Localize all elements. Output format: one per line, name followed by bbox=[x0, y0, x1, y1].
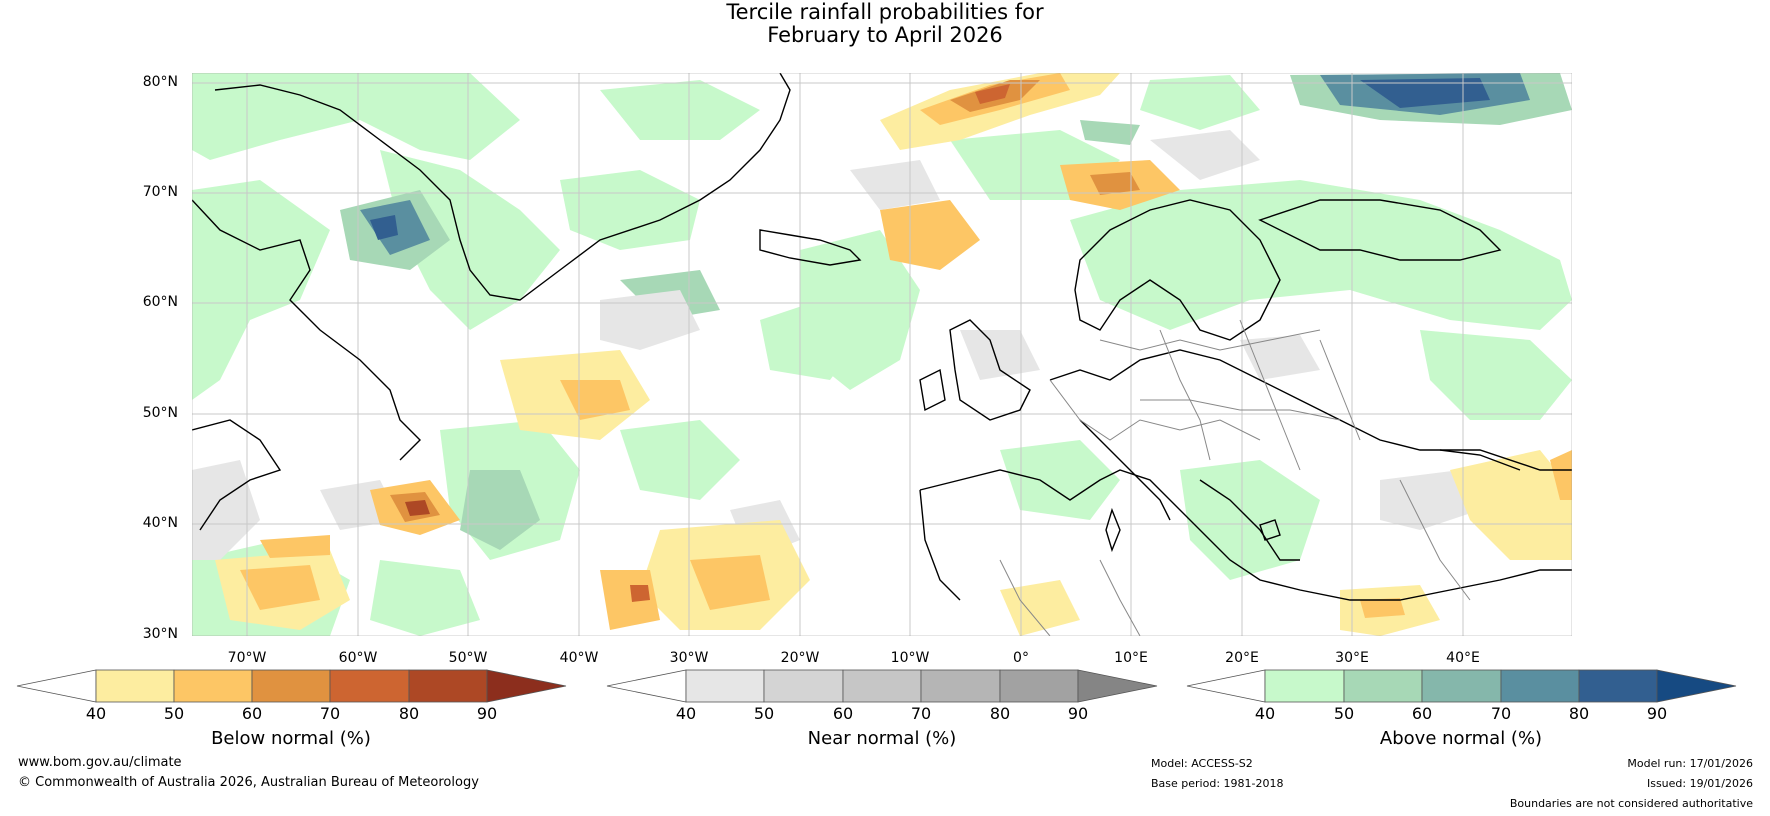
colorbar-near-normal-segment-7 bbox=[1077, 669, 1158, 703]
graticule bbox=[192, 73, 1572, 636]
lon-label-40w: 40°W bbox=[559, 650, 599, 666]
colorbar-below-normal-label: Below normal (%) bbox=[211, 728, 371, 749]
lon-label-0: 0° bbox=[1013, 650, 1029, 666]
below-tick-70: 70 bbox=[319, 704, 341, 723]
near-tick-80: 80 bbox=[989, 704, 1011, 723]
footer-model-run: Model run: 17/01/2026 bbox=[1627, 757, 1753, 770]
colorbar-above-normal-segment-4 bbox=[1421, 669, 1502, 703]
colorbar-near-normal-segment-2 bbox=[685, 669, 765, 703]
lon-label-10w: 10°W bbox=[890, 650, 930, 666]
footer-url[interactable]: www.bom.gov.au/climate bbox=[18, 755, 182, 770]
footer-issued: Issued: 19/01/2026 bbox=[1646, 777, 1753, 790]
near-tick-70: 70 bbox=[910, 704, 932, 723]
lat-label-50n: 50°N bbox=[142, 405, 178, 421]
colorbar-below-normal-segment-3 bbox=[173, 669, 253, 703]
map-title-line1: Tercile rainfall probabilities for bbox=[726, 0, 1044, 24]
lat-label-40n: 40°N bbox=[142, 515, 178, 531]
colorbar-above-normal-segment-1 bbox=[1186, 669, 1266, 703]
lon-label-40e: 40°E bbox=[1446, 650, 1480, 666]
lon-label-50w: 50°W bbox=[448, 650, 488, 666]
colorbar-above-normal-segment-6 bbox=[1578, 669, 1658, 703]
lat-label-60n: 60°N bbox=[142, 294, 178, 310]
above-tick-90: 90 bbox=[1646, 704, 1668, 723]
below-tick-90: 90 bbox=[476, 704, 498, 723]
colorbar-near-normal-segment-3 bbox=[763, 669, 844, 703]
colorbar-below-normal-segment-1 bbox=[16, 669, 97, 703]
lon-label-30e: 30°E bbox=[1335, 650, 1369, 666]
above-tick-70: 70 bbox=[1490, 704, 1512, 723]
colorbar-below-normal-segment-6 bbox=[408, 669, 488, 703]
above-tick-50: 50 bbox=[1333, 704, 1355, 723]
above-tick-60: 60 bbox=[1411, 704, 1433, 723]
colorbar-above-normal-segment-5 bbox=[1500, 669, 1580, 703]
colorbar-below-normal-segment-5 bbox=[329, 669, 410, 703]
colorbar-above-normal-segment-3 bbox=[1343, 669, 1423, 703]
footer-copyright: © Commonwealth of Australia 2026, Austra… bbox=[18, 775, 479, 790]
colorbar-above-normal-label: Above normal (%) bbox=[1379, 728, 1543, 749]
lon-label-30w: 30°W bbox=[669, 650, 709, 666]
colorbar-near-normal-segment-5 bbox=[920, 669, 1001, 703]
near-tick-50: 50 bbox=[753, 704, 775, 723]
colorbar-near-normal-segment-6 bbox=[999, 669, 1079, 703]
colorbar-below-normal bbox=[16, 669, 567, 703]
lon-label-20w: 20°W bbox=[780, 650, 820, 666]
map-title-line2: February to April 2026 bbox=[767, 23, 1003, 47]
above-tick-80: 80 bbox=[1568, 704, 1590, 723]
colorbar-near-normal-segment-1 bbox=[606, 669, 687, 703]
colorbar-near-normal bbox=[606, 669, 1158, 703]
lat-label-70n: 70°N bbox=[142, 184, 178, 200]
coastlines bbox=[192, 73, 1572, 601]
below-normal-regions bbox=[215, 73, 1572, 636]
colorbar-below-normal-segment-2 bbox=[95, 669, 175, 703]
footer-base-period: Base period: 1981-2018 bbox=[1151, 777, 1284, 790]
near-tick-90: 90 bbox=[1067, 704, 1089, 723]
lon-label-10e: 10°E bbox=[1114, 650, 1148, 666]
below-tick-40: 40 bbox=[85, 704, 107, 723]
colorbar-near-normal-segment-4 bbox=[842, 669, 922, 703]
footer-model: Model: ACCESS-S2 bbox=[1151, 757, 1253, 770]
lon-label-70w: 70°W bbox=[227, 650, 267, 666]
lat-label-30n: 30°N bbox=[142, 626, 178, 642]
colorbar-below-normal-segment-7 bbox=[486, 669, 567, 703]
colorbar-above-normal bbox=[1186, 669, 1737, 703]
lat-label-80n: 80°N bbox=[142, 74, 178, 90]
colorbar-above-normal-segment-7 bbox=[1656, 669, 1737, 703]
country-borders bbox=[999, 319, 1471, 636]
above-normal-regions bbox=[192, 73, 1572, 636]
colorbar-near-normal-label: Near normal (%) bbox=[807, 728, 957, 749]
below-tick-80: 80 bbox=[398, 704, 420, 723]
lon-label-60w: 60°W bbox=[338, 650, 378, 666]
colorbar-below-normal-segment-4 bbox=[251, 669, 331, 703]
near-tick-40: 40 bbox=[675, 704, 697, 723]
lon-label-20e: 20°E bbox=[1225, 650, 1259, 666]
below-tick-60: 60 bbox=[241, 704, 263, 723]
footer-disclaimer: Boundaries are not considered authoritat… bbox=[1509, 797, 1753, 810]
above-tick-40: 40 bbox=[1254, 704, 1276, 723]
below-tick-50: 50 bbox=[163, 704, 185, 723]
colorbar-above-normal-segment-2 bbox=[1264, 669, 1345, 703]
near-tick-60: 60 bbox=[832, 704, 854, 723]
map-panel bbox=[192, 73, 1572, 636]
